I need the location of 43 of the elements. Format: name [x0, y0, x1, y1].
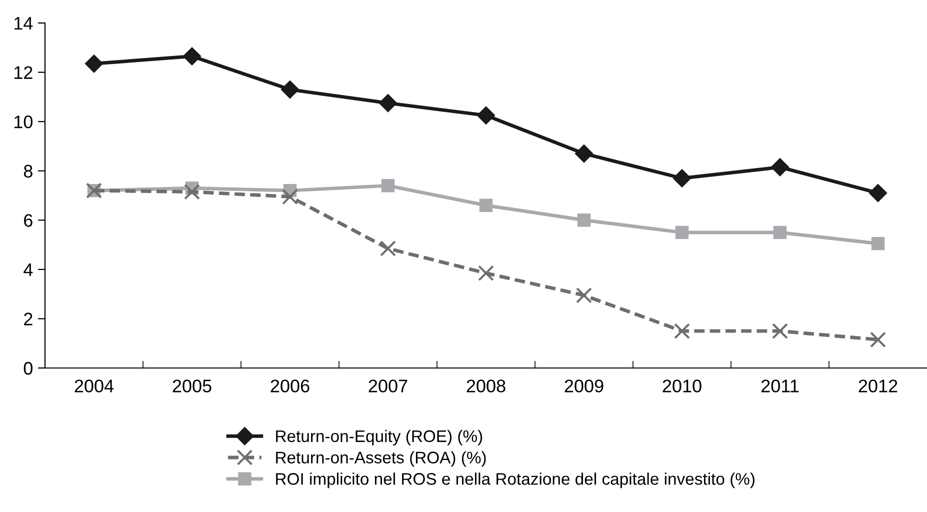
- point: [478, 265, 494, 282]
- point: [282, 188, 298, 205]
- point: [773, 226, 787, 240]
- point: [772, 323, 788, 340]
- point: [675, 226, 689, 240]
- y-tick-label: 14: [14, 17, 33, 30]
- point: [280, 80, 300, 99]
- legend-label: ROI implicito nel ROS e nella Rotazione del capitale investito (%): [276, 472, 754, 488]
- x-tick-label: 2011: [761, 380, 799, 392]
- y-tick-label: 10: [14, 116, 32, 128]
- point: [574, 144, 594, 163]
- point: [868, 184, 888, 202]
- point: [674, 323, 690, 340]
- x-tick-label: 2006: [270, 380, 310, 392]
- point: [577, 214, 591, 227]
- x-tick-label: 2008: [466, 380, 506, 392]
- point: [381, 179, 395, 192]
- point: [870, 332, 886, 348]
- x-tick-label: 2012: [858, 380, 898, 392]
- x-tick-label: 2009: [564, 380, 604, 392]
- point: [672, 169, 692, 188]
- point: [770, 158, 790, 176]
- x-tick-label: 2010: [662, 380, 702, 392]
- x-tick-label: 2007: [368, 380, 408, 392]
- point: [84, 54, 104, 73]
- x-tick-label: 2004: [74, 380, 114, 392]
- y-tick-label: 4: [24, 264, 33, 276]
- x-tick-label: 2005: [172, 380, 212, 392]
- legend-label: Return-on-Assets (ROA) (%): [276, 451, 486, 467]
- y-tick-label: 6: [24, 214, 32, 227]
- y-tick-label: 2: [24, 312, 32, 326]
- y-tick-label: 0: [24, 362, 32, 375]
- point: [380, 240, 396, 256]
- y-tick-label: 8: [24, 164, 32, 178]
- point: [184, 184, 200, 200]
- point: [476, 106, 496, 125]
- point: [871, 236, 885, 250]
- point: [182, 47, 202, 66]
- point: [576, 287, 592, 304]
- legend-label: Return-on-Equity (ROE) (%): [276, 430, 482, 446]
- point: [378, 94, 398, 112]
- point: [479, 198, 493, 212]
- y-tick-label: 12: [14, 66, 32, 79]
